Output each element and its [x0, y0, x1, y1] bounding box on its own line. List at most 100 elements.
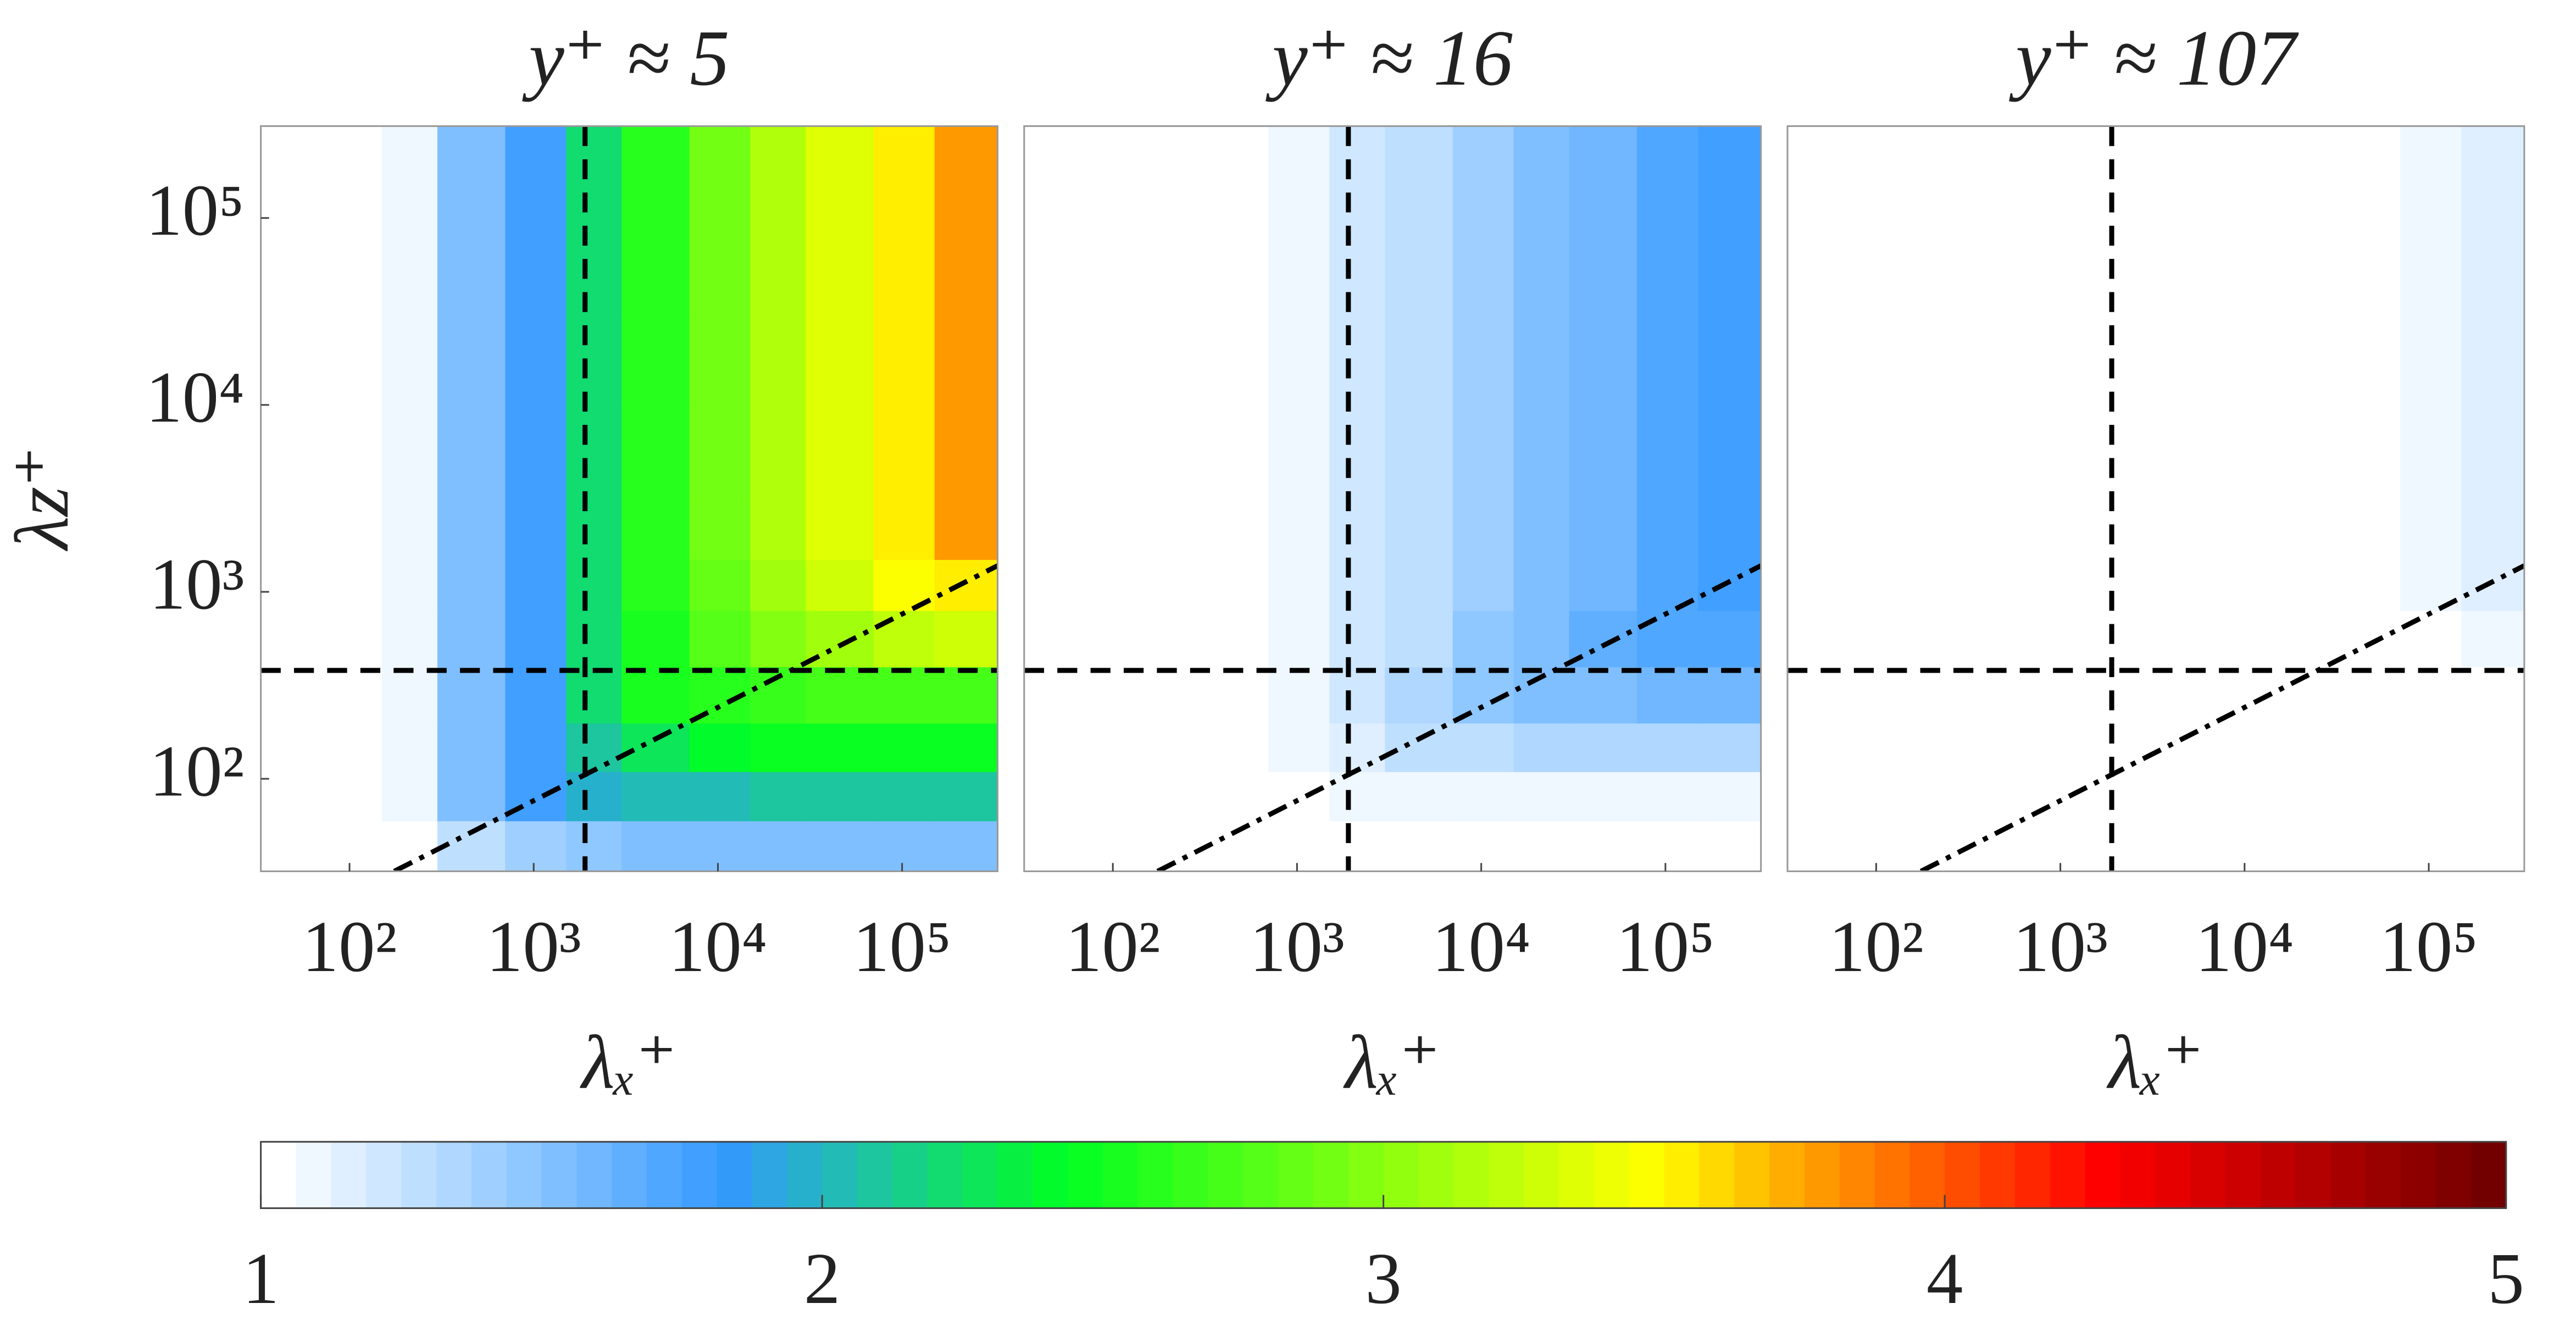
- colorbar-band: [471, 1141, 508, 1208]
- contour-cell: [321, 666, 383, 724]
- contour-cell: [806, 126, 875, 219]
- contour-cell: [1268, 820, 1331, 872]
- contour-cell: [1513, 502, 1570, 560]
- contour-cell: [1024, 666, 1086, 724]
- contour-cell: [1201, 722, 1270, 772]
- contour-cell: [1385, 559, 1454, 611]
- colorbar-band: [1032, 1141, 1069, 1208]
- contour-cell: [2148, 666, 2217, 724]
- contour-cell: [1964, 126, 2033, 219]
- colorbar-band: [2190, 1141, 2227, 1208]
- contour-cell: [1268, 218, 1331, 317]
- panel-title: y⁺ ≈ 5: [521, 14, 729, 102]
- contour-cell: [1847, 404, 1910, 504]
- contour-cell: [2148, 404, 2217, 504]
- contour-cell: [2148, 126, 2217, 219]
- contour-cell: [382, 502, 438, 560]
- contour-cell: [1024, 218, 1086, 317]
- contour-cell: [566, 315, 623, 406]
- contour-cell: [1084, 126, 1147, 219]
- contour-cell: [1024, 126, 1086, 219]
- contour-cell: [1697, 771, 1761, 822]
- x-tick-label: 10⁴: [1432, 906, 1530, 987]
- contour-cell: [1452, 820, 1515, 872]
- contour-cell: [1145, 722, 1202, 772]
- contour-cell: [260, 559, 322, 611]
- contour-cell: [806, 771, 875, 822]
- contour-cell: [260, 666, 322, 724]
- contour-cell: [750, 609, 807, 668]
- contour-cell: [2031, 771, 2094, 822]
- contour-cell: [1908, 609, 1966, 668]
- contour-cell: [2277, 722, 2334, 772]
- contour-cell: [750, 820, 807, 872]
- contour-cell: [260, 218, 322, 317]
- colorbar-band: [1208, 1141, 1244, 1208]
- contour-cell: [1024, 820, 1086, 872]
- colorbar-band: [752, 1141, 788, 1208]
- contour-cell: [566, 820, 623, 872]
- colorbar-band: [1524, 1141, 1560, 1208]
- contour-cell: [1513, 315, 1570, 406]
- x-tick-label: 10⁴: [2195, 906, 2294, 987]
- contour-cell: [873, 315, 936, 406]
- colorbar-band: [1664, 1141, 1700, 1208]
- colorbar-band: [2260, 1141, 2297, 1208]
- contour-cell: [1636, 218, 1699, 317]
- contour-cell: [689, 502, 752, 560]
- contour-cell: [1697, 126, 1761, 219]
- contour-cell: [1513, 820, 1570, 872]
- contour-cell: [2400, 218, 2462, 317]
- contour-cell: [2148, 315, 2217, 406]
- contour-cell: [806, 404, 875, 504]
- panel-title: y⁺ ≈ 16: [1265, 14, 1513, 102]
- dash-dot-line: [393, 563, 998, 872]
- contour-cell: [934, 315, 998, 406]
- contour-cell: [2031, 559, 2094, 611]
- contour-cell: [2332, 404, 2401, 504]
- contour-cell: [2277, 404, 2334, 504]
- contour-cell: [1024, 771, 1086, 822]
- contour-cell: [689, 722, 752, 772]
- contour-cell: [806, 559, 875, 611]
- colorbar-band: [2470, 1141, 2507, 1208]
- contour-cell: [2400, 609, 2462, 668]
- colorbar-band: [331, 1141, 367, 1208]
- contour-cell: [1385, 609, 1454, 668]
- colorbar-band: [2050, 1141, 2086, 1208]
- contour-cell: [2400, 404, 2462, 504]
- contour-cell: [2148, 609, 2217, 668]
- contour-cell: [566, 771, 623, 822]
- contour-cell: [1964, 771, 2033, 822]
- contour-cell: [1847, 771, 1910, 822]
- contour-cell: [806, 502, 875, 560]
- contour-cell: [2400, 722, 2462, 772]
- contour-cell: [505, 559, 568, 611]
- contour-cell: [260, 771, 322, 822]
- contour-cell: [2092, 820, 2150, 872]
- contour-cell: [2400, 126, 2462, 219]
- contour-cell: [2031, 502, 2094, 560]
- x-axis-label: λₓ⁺: [1343, 1021, 1440, 1105]
- contour-cell: [1385, 126, 1454, 219]
- contour-cell: [382, 771, 438, 822]
- contour-cell: [2332, 502, 2401, 560]
- contour-cell: [566, 559, 623, 611]
- colorbar-band: [576, 1141, 613, 1208]
- contour-cell: [1787, 559, 1849, 611]
- y-tick-label: 10²: [149, 731, 245, 812]
- contour-cell: [2216, 218, 2278, 317]
- contour-cell: [2332, 820, 2401, 872]
- contour-cell: [1964, 404, 2033, 504]
- contour-cell: [321, 820, 383, 872]
- contour-cell: [382, 218, 438, 317]
- axes-box: [260, 125, 999, 872]
- colorbar-band: [1243, 1141, 1279, 1208]
- contour-cell: [621, 820, 691, 872]
- contour-cell: [1329, 126, 1386, 219]
- contour-cell: [1964, 722, 2033, 772]
- colorbar-tick-label: 3: [1365, 1238, 1401, 1319]
- contour-cell: [1201, 609, 1270, 668]
- colorbar-band: [436, 1141, 473, 1208]
- colorbar-band: [1979, 1141, 2016, 1208]
